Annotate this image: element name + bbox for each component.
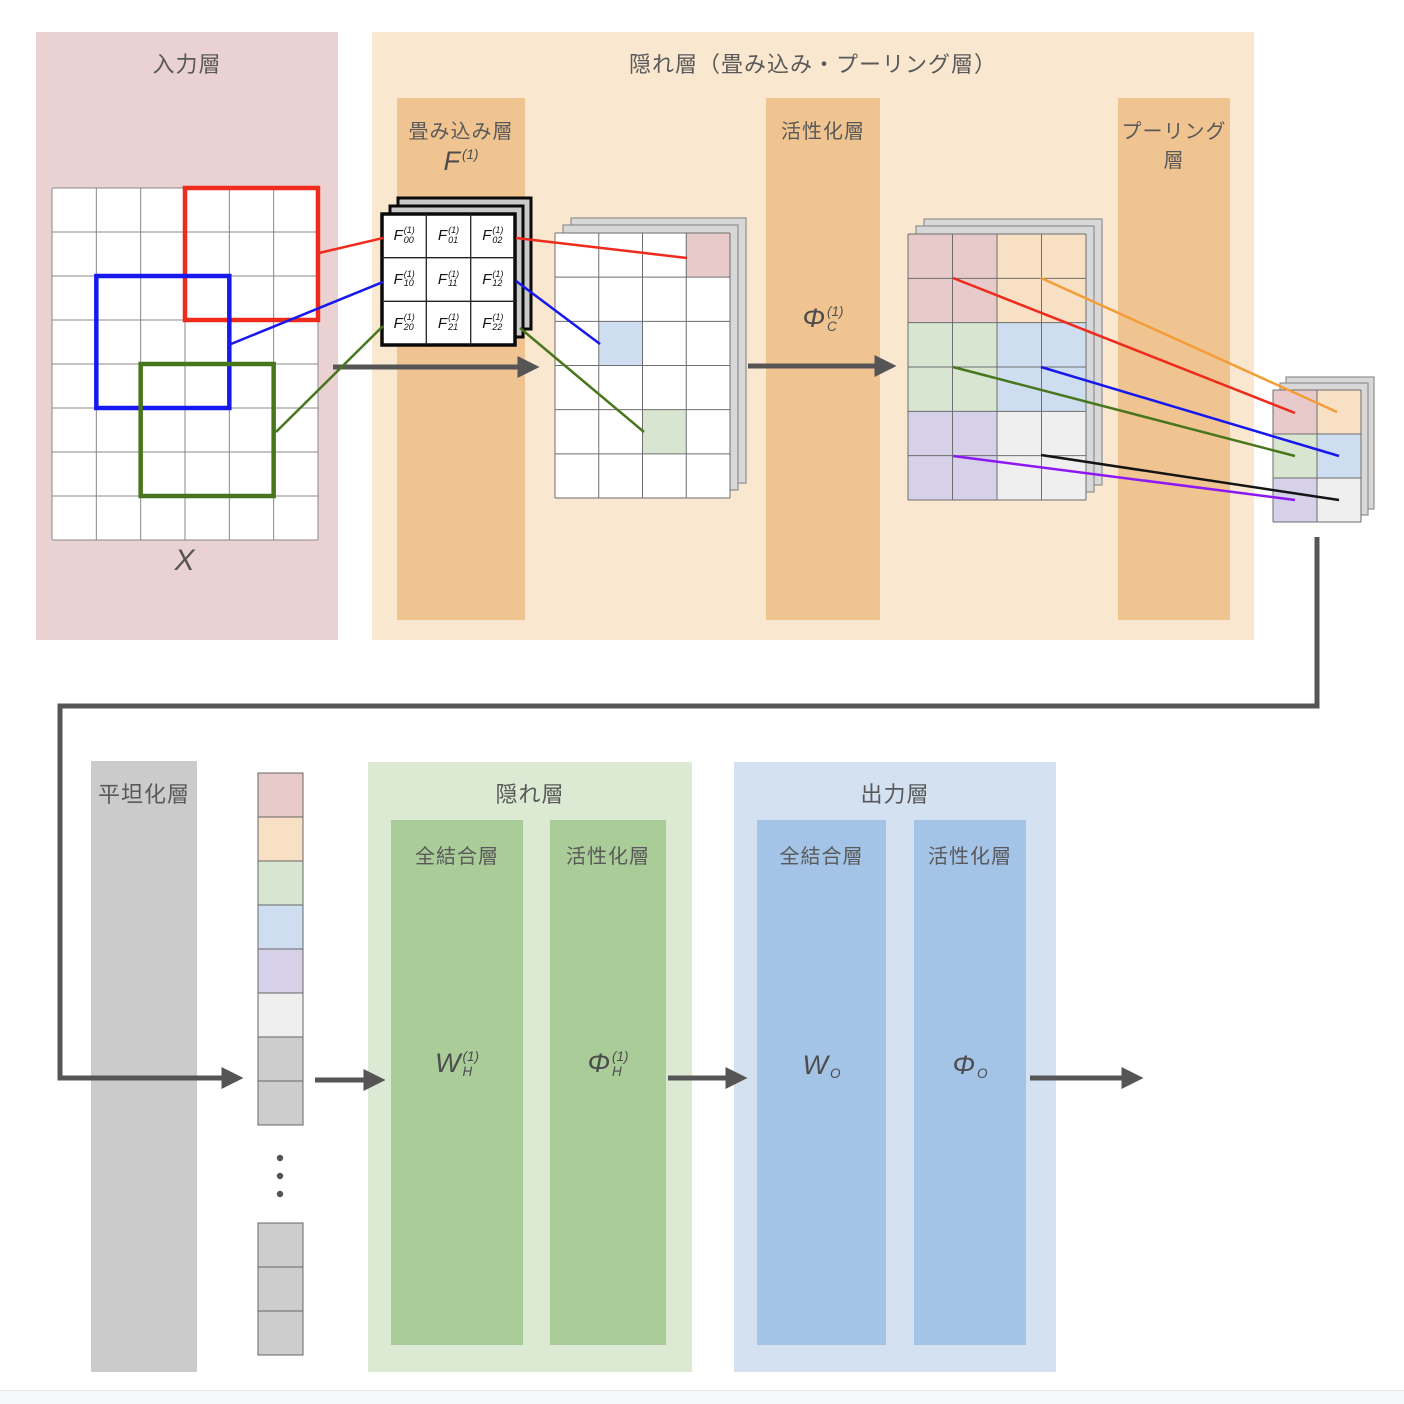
vector-cell: [257, 1036, 304, 1082]
pooling-layer-label: プーリング層: [1121, 121, 1227, 172]
math-base: F: [393, 227, 403, 245]
pooled-map-sheet: [1279, 382, 1369, 516]
input-matrix-label: X: [174, 544, 196, 577]
fc-hidden-layer-title: 隠れ層: [495, 782, 565, 807]
vector-ellipsis-dot: [276, 1190, 284, 1198]
pooled-map-cell: [1273, 434, 1317, 478]
vector-cell: [257, 992, 304, 1038]
filter-cell-label: F (1) 01: [426, 214, 470, 258]
filter-cell-label: F (1) 11: [426, 258, 470, 302]
vector-cell: [257, 1266, 304, 1312]
math-base: F: [482, 227, 492, 245]
math-scripts: (1) 11: [448, 268, 460, 289]
flatten-layer-column: [91, 761, 197, 1372]
hidden-activation-column: [550, 820, 666, 1345]
pooled-map-cell: [1273, 390, 1317, 434]
math-base: Φ: [952, 1050, 976, 1080]
flatten-vector: [257, 772, 304, 1356]
math-base: F: [437, 270, 448, 288]
math-scripts: (1) C: [827, 304, 844, 334]
hidden-fc-label: 全結合層: [415, 846, 499, 868]
math-base: F: [443, 146, 461, 176]
convolution-layer-label: 畳み込み層: [408, 121, 514, 143]
flatten-layer-label: 平坦化層: [97, 782, 190, 807]
hidden-weights-symbol: W (1) H: [391, 1048, 523, 1079]
math-scripts: O: [977, 1065, 988, 1081]
conv-activation-symbol: Φ (1) C: [766, 303, 880, 334]
pooling-column: [1118, 98, 1230, 620]
vector-cell: [257, 816, 304, 862]
output-layer-title: 出力層: [860, 782, 930, 807]
hidden-fc-column: [391, 820, 523, 1345]
math-scripts: (1) H: [612, 1049, 629, 1079]
math-base: F: [393, 270, 403, 288]
vector-cell: [257, 904, 304, 950]
filter-symbol: F (1): [397, 146, 525, 177]
activation-layer-label: 活性化層: [781, 121, 865, 143]
vector-cell: [257, 1222, 304, 1268]
math-scripts: (1) 22: [492, 312, 504, 333]
filter-cell-label: F (1) 00: [382, 214, 426, 258]
math-scripts: (1) 01: [448, 225, 460, 245]
math-base: F: [482, 270, 492, 288]
pooled-map-cell: [1273, 478, 1317, 522]
output-activation-column: [914, 820, 1026, 1345]
math-scripts: (1) 12: [492, 268, 504, 289]
math-base: Φ: [802, 303, 826, 333]
math-scripts: (1) 00: [403, 225, 415, 245]
vector-cell: [257, 948, 304, 994]
vector-ellipsis-dot: [276, 1154, 284, 1162]
math-scripts: (1) 02: [492, 225, 504, 245]
filter-cell-label: F (1) 10: [382, 258, 426, 302]
math-base: Φ: [587, 1048, 611, 1078]
pooled-map: [1272, 376, 1375, 523]
vector-cell: [257, 1080, 304, 1126]
math-base: W: [802, 1050, 828, 1080]
pooled-map-cell: [1317, 478, 1361, 522]
math-base: F: [437, 314, 448, 332]
hidden-activation-symbol: Φ (1) H: [550, 1048, 666, 1079]
math-base: W: [435, 1048, 461, 1078]
filter-matrix-labels: F (1) 00 F (1) 01 F (1) 02 F (1) 10 F (1) 11 F (1) 12 F (1)…: [382, 214, 515, 345]
filter-cell-label: F (1) 20: [382, 301, 426, 345]
filter-cell-label: F (1) 02: [471, 214, 515, 258]
vector-cell: [257, 1310, 304, 1356]
activation-column: [766, 98, 880, 620]
math-scripts: (1) 21: [448, 312, 460, 333]
pooled-map-cell: [1317, 434, 1361, 478]
math-base: F: [393, 314, 403, 332]
conv-hidden-layer-title: 隠れ層（畳み込み・プーリング層）: [628, 52, 997, 77]
filter-cell-label: F (1) 12: [471, 258, 515, 302]
output-fc-column: [757, 820, 886, 1345]
math-base: F: [437, 227, 448, 245]
math-scripts: O: [829, 1065, 841, 1081]
filter-cell-label: F (1) 22: [471, 301, 515, 345]
vector-cell: [257, 860, 304, 906]
math-scripts: (1) 10: [403, 268, 415, 289]
math-scripts: (1): [462, 147, 479, 163]
output-activation-label: 活性化層: [928, 846, 1012, 868]
hidden-activation-label: 活性化層: [566, 846, 650, 868]
pooled-map-sheet: [1285, 376, 1375, 510]
vector-cell: [257, 772, 304, 818]
math-scripts: (1) H: [462, 1049, 479, 1079]
output-fc-label: 全結合層: [779, 846, 864, 868]
input-layer-title: 入力層: [152, 52, 222, 77]
bottom-strip: [0, 1390, 1404, 1404]
filter-cell-label: F (1) 21: [426, 301, 470, 345]
vector-ellipsis-dot: [276, 1172, 284, 1180]
math-base: F: [482, 314, 492, 332]
pooled-map-cell: [1317, 390, 1361, 434]
math-scripts: (1) 20: [403, 312, 415, 333]
convolution-column: [397, 98, 525, 620]
